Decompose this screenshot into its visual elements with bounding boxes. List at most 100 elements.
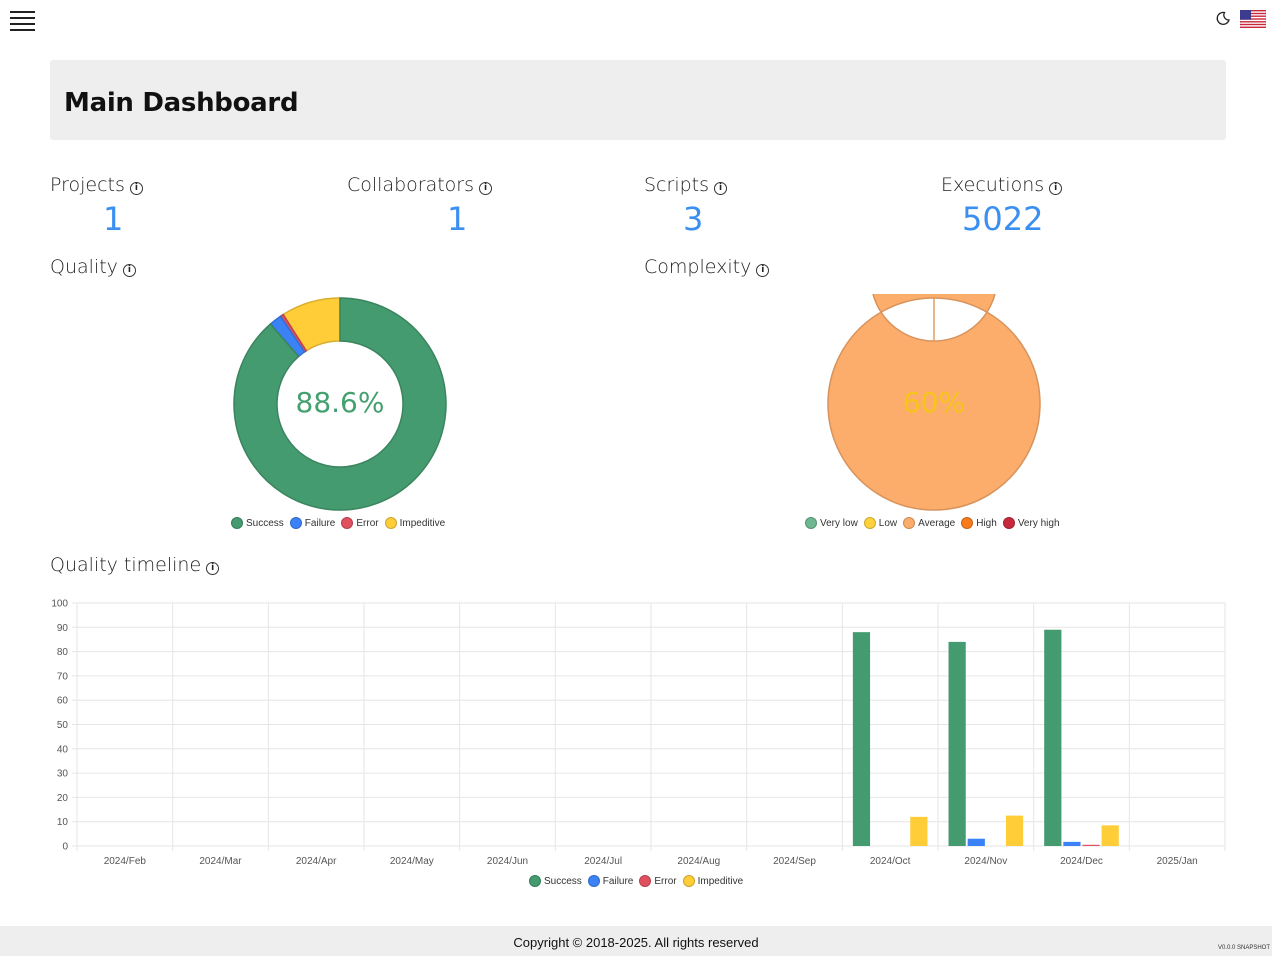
legend-swatch — [863, 517, 876, 529]
bar-failure-2024-nov[interactable] — [967, 838, 985, 846]
stat-value-scripts: 3 — [683, 200, 704, 238]
quality-donut-chart[interactable] — [230, 294, 450, 514]
complexity-donut-chart[interactable] — [824, 294, 1044, 514]
hamburger-icon — [10, 11, 35, 31]
complexity-title: Complexity — [644, 256, 752, 278]
x-tick-label: 2024/Aug — [677, 856, 720, 867]
moon-icon — [1216, 11, 1230, 26]
quality-center-value: 88.6% — [295, 386, 385, 419]
donut-slice-average[interactable] — [827, 294, 1041, 511]
x-tick-label: 2024/Jun — [487, 856, 528, 867]
stat-value-collaborators: 1 — [447, 200, 468, 238]
bar-impeditive-2024-dec[interactable] — [1101, 825, 1119, 846]
bar-success-2024-nov[interactable] — [948, 641, 966, 846]
quality-legend: Success Failure Error Impeditive — [231, 517, 451, 529]
bar-success-2024-dec[interactable] — [1044, 629, 1062, 846]
stat-executions: Executions i — [941, 174, 1063, 196]
y-tick-label: 10 — [57, 817, 69, 828]
y-tick-label: 70 — [57, 671, 69, 682]
y-tick-label: 0 — [62, 842, 68, 853]
stat-scripts: Scripts i — [644, 174, 728, 196]
bar-error-2024-dec[interactable] — [1082, 844, 1100, 846]
legend-swatch — [682, 875, 695, 887]
theme-toggle-button[interactable] — [1214, 9, 1232, 27]
complexity-center-value: 60% — [902, 386, 966, 419]
y-tick-label: 100 — [51, 599, 68, 610]
footer: Copyright © 2018-2025. All rights reserv… — [0, 926, 1272, 956]
stat-label: Collaborators — [347, 174, 475, 196]
legend-swatch — [961, 517, 974, 529]
y-tick-label: 40 — [57, 744, 69, 755]
donut-slice-success[interactable] — [233, 297, 447, 511]
y-tick-label: 80 — [57, 647, 69, 658]
legend-swatch — [341, 517, 354, 529]
legend-item-impeditive[interactable]: Impeditive — [682, 875, 744, 887]
legend-label: Very low — [820, 517, 858, 529]
x-tick-label: 2024/Mar — [199, 856, 242, 867]
legend-label: Success — [544, 875, 582, 887]
y-tick-label: 20 — [57, 793, 69, 804]
legend-swatch — [289, 517, 302, 529]
legend-label: Success — [246, 517, 284, 529]
legend-item-success[interactable]: Success — [231, 517, 284, 529]
stat-label: Executions — [941, 174, 1045, 196]
stat-label: Scripts — [644, 174, 710, 196]
legend-label: Failure — [304, 517, 336, 529]
legend-swatch — [805, 517, 817, 529]
menu-button[interactable] — [10, 11, 35, 33]
info-icon[interactable]: i — [122, 264, 136, 277]
legend-swatch — [587, 875, 600, 887]
complexity-section-title: Complexity i — [644, 256, 770, 278]
timeline-title: Quality timeline — [50, 554, 202, 576]
legend-item-impeditive[interactable]: Impeditive — [384, 517, 445, 529]
legend-label: Error — [356, 517, 379, 529]
quality-timeline-chart[interactable]: 0 10 20 30 40 50 60 70 80 90 100 2024/Feb 2024/Mar 20… — [40, 594, 1232, 870]
x-tick-label: 2024/May — [390, 856, 434, 867]
legend-item-failure[interactable]: Failure — [587, 875, 634, 887]
info-icon[interactable]: i — [756, 264, 770, 277]
legend-item-high[interactable]: High — [961, 517, 997, 529]
legend-item-very-low[interactable]: Very low — [805, 517, 858, 529]
legend-label: Average — [918, 517, 956, 529]
legend-label: High — [976, 517, 997, 529]
page-header: Main Dashboard — [50, 60, 1226, 140]
quality-title: Quality — [50, 256, 118, 278]
y-tick-label: 90 — [57, 623, 69, 634]
legend-swatch — [903, 517, 916, 529]
legend-item-error[interactable]: Error — [639, 875, 677, 887]
bar-impeditive-2024-nov[interactable] — [1005, 815, 1024, 846]
legend-item-low[interactable]: Low — [863, 517, 897, 529]
legend-item-average[interactable]: Average — [903, 517, 955, 529]
y-tick-label: 60 — [57, 696, 69, 707]
complexity-legend: Very low Low Average High Very high — [805, 517, 1066, 529]
legend-label: Impeditive — [697, 875, 744, 887]
legend-item-error[interactable]: Error — [341, 517, 379, 529]
info-icon[interactable]: i — [479, 182, 493, 195]
legend-item-failure[interactable]: Failure — [289, 517, 336, 529]
info-icon[interactable]: i — [1049, 182, 1063, 195]
stat-collaborators: Collaborators i — [347, 174, 493, 196]
legend-swatch — [231, 517, 243, 529]
legend-label: Very high — [1017, 517, 1060, 529]
x-tick-label: 2024/Sep — [773, 856, 816, 867]
y-tick-label: 30 — [57, 769, 69, 780]
y-tick-label: 50 — [57, 720, 69, 731]
info-icon[interactable]: i — [714, 182, 728, 195]
info-icon[interactable]: i — [206, 562, 220, 575]
legend-label: Failure — [602, 875, 634, 887]
bar-failure-2024-dec[interactable] — [1063, 841, 1081, 846]
info-icon[interactable]: i — [129, 182, 143, 195]
language-button[interactable] — [1239, 9, 1267, 29]
x-tick-label: 2024/Apr — [296, 856, 337, 867]
bar-impeditive-2024-oct[interactable] — [910, 816, 928, 846]
bar-success-2024-oct[interactable] — [852, 632, 871, 846]
legend-item-success[interactable]: Success — [529, 875, 582, 887]
stat-value-executions: 5022 — [962, 200, 1044, 238]
legend-label: Error — [654, 875, 677, 887]
page-title: Main Dashboard — [64, 88, 299, 118]
copyright-text: Copyright © 2018-2025. All rights reserv… — [513, 935, 759, 950]
x-tick-label: 2024/Oct — [870, 856, 911, 867]
x-tick-label: 2024/Nov — [964, 856, 1007, 867]
legend-item-very-high[interactable]: Very high — [1002, 517, 1060, 529]
legend-swatch — [639, 875, 652, 887]
